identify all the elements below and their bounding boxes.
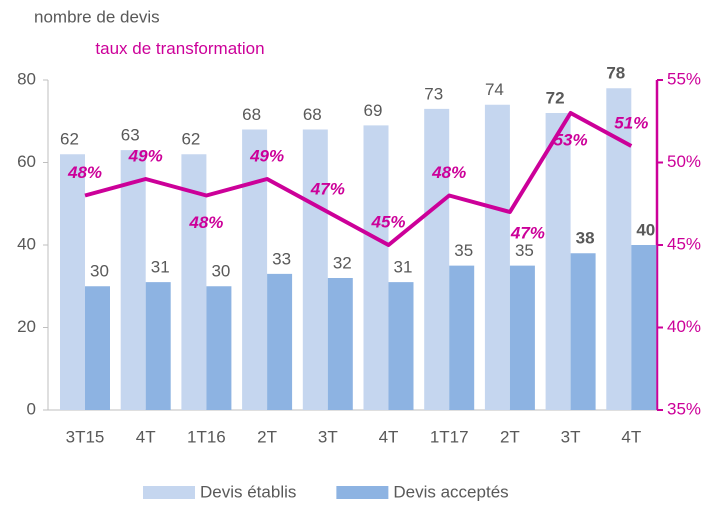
bar-label: 30 [211, 262, 230, 281]
bar-label: 72 [546, 88, 565, 107]
legend-swatch [143, 486, 195, 499]
bar [242, 129, 268, 410]
y-tick-label: 40 [17, 234, 36, 253]
bar [449, 265, 475, 410]
x-tick-label: 2T [500, 427, 520, 446]
bar [424, 108, 450, 410]
y2-tick-label: 55% [667, 69, 701, 88]
legend-label: Devis acceptés [393, 482, 508, 501]
bar-label: 31 [151, 258, 170, 277]
bar-label: 35 [515, 241, 534, 260]
bar [267, 273, 293, 410]
bar [181, 154, 207, 410]
rate-line [84, 111, 633, 247]
bar-label: 35 [454, 241, 473, 260]
bar-label: 30 [90, 262, 109, 281]
rate-label: 48% [431, 163, 466, 182]
bar [85, 286, 110, 410]
bar-label: 78 [606, 64, 625, 83]
x-tick-label: 4T [379, 427, 399, 446]
y-tick-label: 20 [17, 317, 36, 336]
bar [120, 150, 146, 410]
y-axis-title: nombre de devis [34, 7, 160, 26]
bar [484, 104, 510, 410]
rate-label: 48% [188, 213, 223, 232]
bar-label: 74 [485, 80, 504, 99]
bar-label: 38 [576, 229, 595, 248]
bar [570, 253, 596, 410]
bar-label: 62 [181, 130, 200, 149]
bar-label: 62 [60, 130, 79, 149]
y-tick-label: 80 [17, 69, 36, 88]
y-tick-label: 0 [27, 399, 36, 418]
x-tick-label: 4T [136, 427, 156, 446]
y-tick-label: 60 [17, 152, 36, 171]
bar-label: 68 [242, 105, 261, 124]
bar [388, 282, 414, 410]
y2-tick-label: 50% [667, 152, 701, 171]
bar [60, 154, 85, 410]
x-tick-label: 3T [561, 427, 581, 446]
bar [631, 245, 657, 410]
rate-label: 47% [310, 179, 345, 198]
x-tick-label: 3T [318, 427, 338, 446]
bar-label: 68 [303, 105, 322, 124]
rate-label: 45% [370, 212, 405, 231]
x-tick-label: 2T [257, 427, 277, 446]
bar-label: 40 [636, 220, 655, 239]
bar [509, 265, 535, 410]
x-tick-label: 4T [621, 427, 641, 446]
bar-label: 73 [424, 84, 443, 103]
bar [145, 282, 171, 410]
rate-label: 49% [128, 146, 163, 165]
y2-tick-label: 45% [667, 234, 701, 253]
legend-label: Devis établis [200, 482, 296, 501]
bar-label: 32 [333, 253, 352, 272]
bar [545, 113, 571, 410]
x-tick-label: 1T16 [187, 427, 226, 446]
bar [363, 125, 389, 410]
bar-label: 69 [364, 101, 383, 120]
rate-label: 48% [67, 163, 102, 182]
y2-tick-label: 40% [667, 317, 701, 336]
rate-label: 51% [614, 113, 648, 132]
rate-label: 49% [249, 146, 284, 165]
rate-label: 47% [510, 223, 545, 242]
x-tick-label: 3T15 [66, 427, 105, 446]
x-tick-label: 1T17 [430, 427, 469, 446]
bar-label: 63 [121, 126, 140, 145]
rate-label: 53% [554, 130, 588, 149]
legend-swatch [336, 486, 389, 499]
y2-axis-title: taux de transformation [95, 39, 265, 58]
bar [302, 129, 328, 410]
bar-label: 31 [394, 258, 413, 277]
y2-tick-label: 35% [667, 399, 701, 418]
bar [206, 286, 232, 410]
bar-label: 33 [272, 249, 291, 268]
bar [327, 278, 353, 410]
